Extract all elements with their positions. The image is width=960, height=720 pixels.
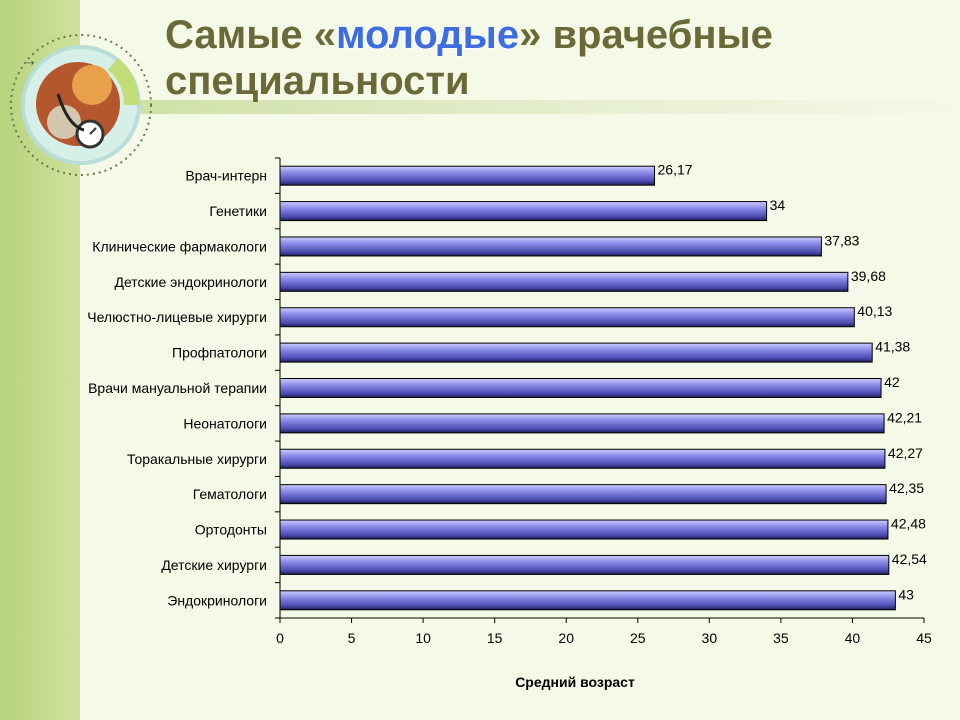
category-label: Эндокринологи <box>167 592 267 608</box>
title-part-1: Самые « <box>165 13 336 57</box>
category-label: Детские хирурги <box>161 557 267 573</box>
x-tick-label: 25 <box>630 630 646 646</box>
x-tick-label: 40 <box>845 630 861 646</box>
category-label: Врач-интерн <box>185 168 267 184</box>
svg-text:→: → <box>26 58 34 69</box>
slide-title: Самые «молодые» врачебные специальности <box>165 12 945 104</box>
x-tick-label: 5 <box>348 630 356 646</box>
x-tick-label: 35 <box>773 630 789 646</box>
bar <box>279 236 822 257</box>
category-label: Торакальные хирурги <box>127 451 267 467</box>
x-tick-label: 0 <box>276 630 284 646</box>
value-label: 37,83 <box>824 232 859 248</box>
value-label: 43 <box>898 586 914 602</box>
bar <box>279 413 885 434</box>
value-label: 42,54 <box>892 551 927 567</box>
category-label: Профпатологи <box>172 345 267 361</box>
value-label: 39,68 <box>851 268 886 284</box>
bar <box>279 590 896 611</box>
bar <box>279 307 855 328</box>
value-label: 42,21 <box>887 409 922 425</box>
value-label: 40,13 <box>857 303 892 319</box>
category-label: Челюстно-лицевые хирурги <box>87 309 267 325</box>
title-highlight: молодые <box>335 13 520 57</box>
x-axis-title: Средний возраст <box>515 674 635 690</box>
value-label: 42,35 <box>889 480 924 496</box>
category-label: Клинические фармакологи <box>92 238 267 254</box>
x-tick-label: 20 <box>558 630 574 646</box>
category-label: Гематологи <box>193 486 267 502</box>
value-label: 41,38 <box>875 339 910 355</box>
bar <box>279 271 849 292</box>
bar <box>279 448 886 469</box>
value-label: 42 <box>884 374 900 390</box>
value-label: 42,48 <box>891 516 926 532</box>
x-tick-label: 15 <box>487 630 503 646</box>
category-label: Врачи мануальной терапии <box>88 380 267 396</box>
bar <box>279 378 882 398</box>
value-label: 42,27 <box>888 445 923 461</box>
x-tick-label: 10 <box>415 630 431 646</box>
bar <box>279 201 768 222</box>
bar-chart: 0 5 10 15 20 25 30 35 40 45 Врач-интерн 26,17 Генети… <box>87 157 932 646</box>
title-part-2: » врачебные специальности <box>165 13 773 103</box>
category-label: Неонатологи <box>183 415 267 431</box>
bar <box>279 519 889 540</box>
bar <box>279 165 656 186</box>
category-label: Генетики <box>209 203 267 219</box>
title-underline-bar <box>130 100 960 114</box>
x-tick-label: 45 <box>916 630 932 646</box>
value-label: 26,17 <box>658 162 693 178</box>
bar <box>279 554 890 575</box>
category-label: Ортодонты <box>195 522 267 538</box>
medical-logo: → <box>10 34 152 176</box>
category-label: Детские эндокринологи <box>115 274 268 290</box>
bar <box>279 342 873 363</box>
value-label: 34 <box>770 197 786 213</box>
x-tick-label: 30 <box>702 630 718 646</box>
bar <box>279 484 887 505</box>
